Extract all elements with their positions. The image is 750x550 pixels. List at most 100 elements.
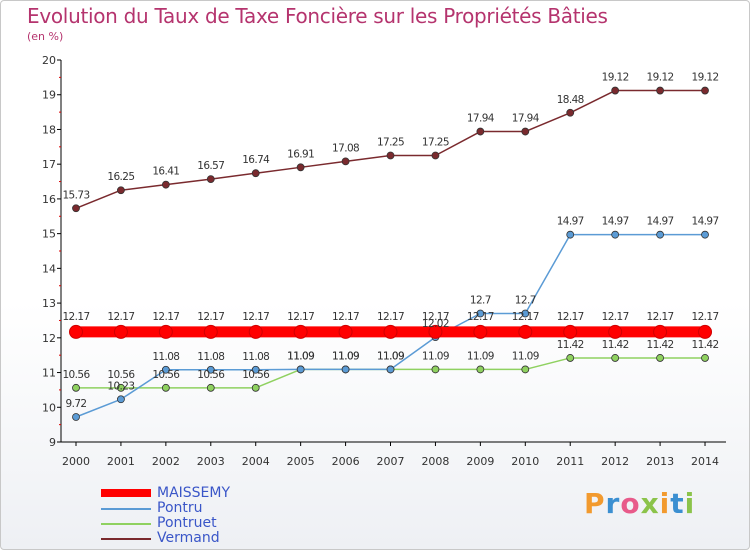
- data-label: 12.17: [602, 311, 629, 323]
- data-label: 11.08: [197, 351, 224, 363]
- x-tick-label: 2002: [152, 455, 180, 468]
- x-tick-label: 2012: [601, 455, 629, 468]
- data-label: 10.56: [197, 369, 225, 381]
- point-pontruet: [521, 365, 530, 374]
- data-label: 11.09: [467, 350, 494, 362]
- data-label: 16.41: [152, 166, 179, 178]
- y-tick-label: 9: [49, 436, 56, 449]
- data-label: 11.09: [332, 350, 359, 362]
- point-maissemy: [338, 324, 353, 339]
- point-maissemy: [698, 324, 713, 339]
- x-tick-label: 2009: [466, 455, 494, 468]
- chart-unit: (en %): [27, 30, 64, 43]
- point-pontruet: [476, 365, 485, 374]
- logo-letter: i: [684, 487, 696, 520]
- point-pontru: [206, 365, 215, 374]
- point-vermand: [341, 157, 350, 166]
- legend-swatch-vermand: [101, 538, 151, 540]
- point-vermand: [296, 163, 305, 172]
- data-label: 12.17: [691, 311, 718, 323]
- chart-title: Evolution du Taux de Taxe Foncière sur l…: [27, 4, 608, 28]
- data-label: 12.17: [332, 311, 359, 323]
- point-vermand: [701, 86, 709, 95]
- point-pontruet: [611, 354, 620, 362]
- legend-swatch-pontru: [101, 508, 151, 510]
- y-tick-label: 16: [42, 193, 56, 206]
- point-vermand: [386, 151, 395, 160]
- legend-label-maissemy: MAISSEMY: [157, 485, 231, 501]
- data-label: 17.94: [467, 113, 495, 125]
- x-tick-label: 2010: [511, 455, 539, 468]
- point-vermand: [566, 108, 575, 117]
- logo-letter: P: [584, 487, 606, 520]
- data-label: 11.42: [557, 339, 584, 351]
- point-vermand: [476, 127, 485, 136]
- y-tick-label: 10: [42, 401, 56, 414]
- point-vermand: [521, 127, 530, 136]
- data-label: 12.17: [512, 311, 539, 323]
- data-label: 12.02: [422, 318, 449, 330]
- point-pontruet: [206, 383, 215, 392]
- proxiti-logo: Proxiti: [584, 487, 695, 520]
- data-label: 12.17: [197, 311, 224, 323]
- point-maissemy: [293, 324, 308, 339]
- legend-label-vermand: Vermand: [157, 530, 220, 546]
- point-maissemy: [563, 324, 578, 339]
- data-label: 12.17: [422, 311, 449, 323]
- data-label: 10.56: [242, 369, 270, 381]
- data-label: 12.17: [287, 311, 314, 323]
- logo-letter: t: [670, 487, 685, 520]
- point-pontruet: [656, 354, 664, 362]
- data-label: 17.25: [377, 137, 404, 149]
- data-label: 12.17: [107, 311, 134, 323]
- point-pontru: [611, 230, 620, 239]
- data-label: 9.72: [66, 398, 87, 410]
- data-label: 11.08: [152, 351, 179, 363]
- y-tick-label: 13: [42, 297, 56, 310]
- point-pontruet: [566, 354, 575, 362]
- point-maissemy: [248, 324, 263, 339]
- x-tick-label: 2003: [197, 455, 225, 468]
- point-maissemy: [473, 324, 488, 339]
- data-label: 11.09: [287, 350, 314, 362]
- data-label: 12.17: [242, 311, 269, 323]
- x-tick-label: 2005: [287, 455, 315, 468]
- point-pontru: [296, 365, 305, 374]
- x-tick-label: 2011: [556, 455, 584, 468]
- data-label: 12.7: [470, 295, 491, 307]
- data-label: 12.17: [152, 311, 179, 323]
- data-label: 18.48: [557, 94, 584, 106]
- point-maissemy: [203, 324, 218, 339]
- data-label: 10.56: [62, 369, 90, 381]
- data-label: 11.08: [242, 351, 269, 363]
- point-maissemy: [69, 324, 83, 339]
- data-label: 14.97: [691, 216, 718, 228]
- data-label: 17.94: [512, 113, 540, 125]
- data-label: 16.57: [197, 160, 224, 172]
- data-label: 19.12: [647, 72, 674, 84]
- x-tick-label: 2006: [332, 455, 360, 468]
- data-label: 12.17: [647, 311, 674, 323]
- point-pontru: [656, 230, 664, 239]
- y-tick-label: 18: [42, 123, 56, 136]
- x-tick-label: 2014: [691, 455, 719, 468]
- y-tick-label: 11: [42, 367, 56, 380]
- y-tick-label: 15: [42, 228, 56, 241]
- point-vermand: [611, 86, 620, 95]
- data-label: 11.09: [377, 350, 404, 362]
- point-pontru: [386, 365, 395, 374]
- x-tick-label: 2004: [242, 455, 270, 468]
- data-label: 11.09: [512, 350, 539, 362]
- point-pontru: [72, 413, 80, 421]
- point-pontru: [701, 230, 709, 239]
- point-pontru: [161, 365, 170, 374]
- point-vermand: [251, 169, 260, 178]
- data-label: 11.09: [287, 350, 314, 362]
- legend-label-pontruet: Pontruet: [157, 515, 217, 531]
- logo-letter: o: [620, 487, 641, 520]
- y-tick-label: 12: [42, 332, 56, 345]
- data-label: 11.42: [691, 339, 718, 351]
- point-pontru: [476, 309, 485, 318]
- point-vermand: [431, 151, 440, 160]
